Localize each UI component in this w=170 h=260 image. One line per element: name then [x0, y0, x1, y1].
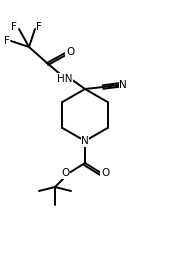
Text: N: N	[81, 136, 89, 146]
Text: O: O	[61, 168, 69, 178]
Text: F: F	[11, 22, 17, 32]
Text: F: F	[36, 22, 42, 32]
Text: HN: HN	[57, 74, 73, 84]
Text: F: F	[4, 36, 10, 46]
Text: O: O	[66, 47, 74, 57]
Text: N: N	[119, 80, 127, 90]
Text: O: O	[101, 168, 109, 178]
